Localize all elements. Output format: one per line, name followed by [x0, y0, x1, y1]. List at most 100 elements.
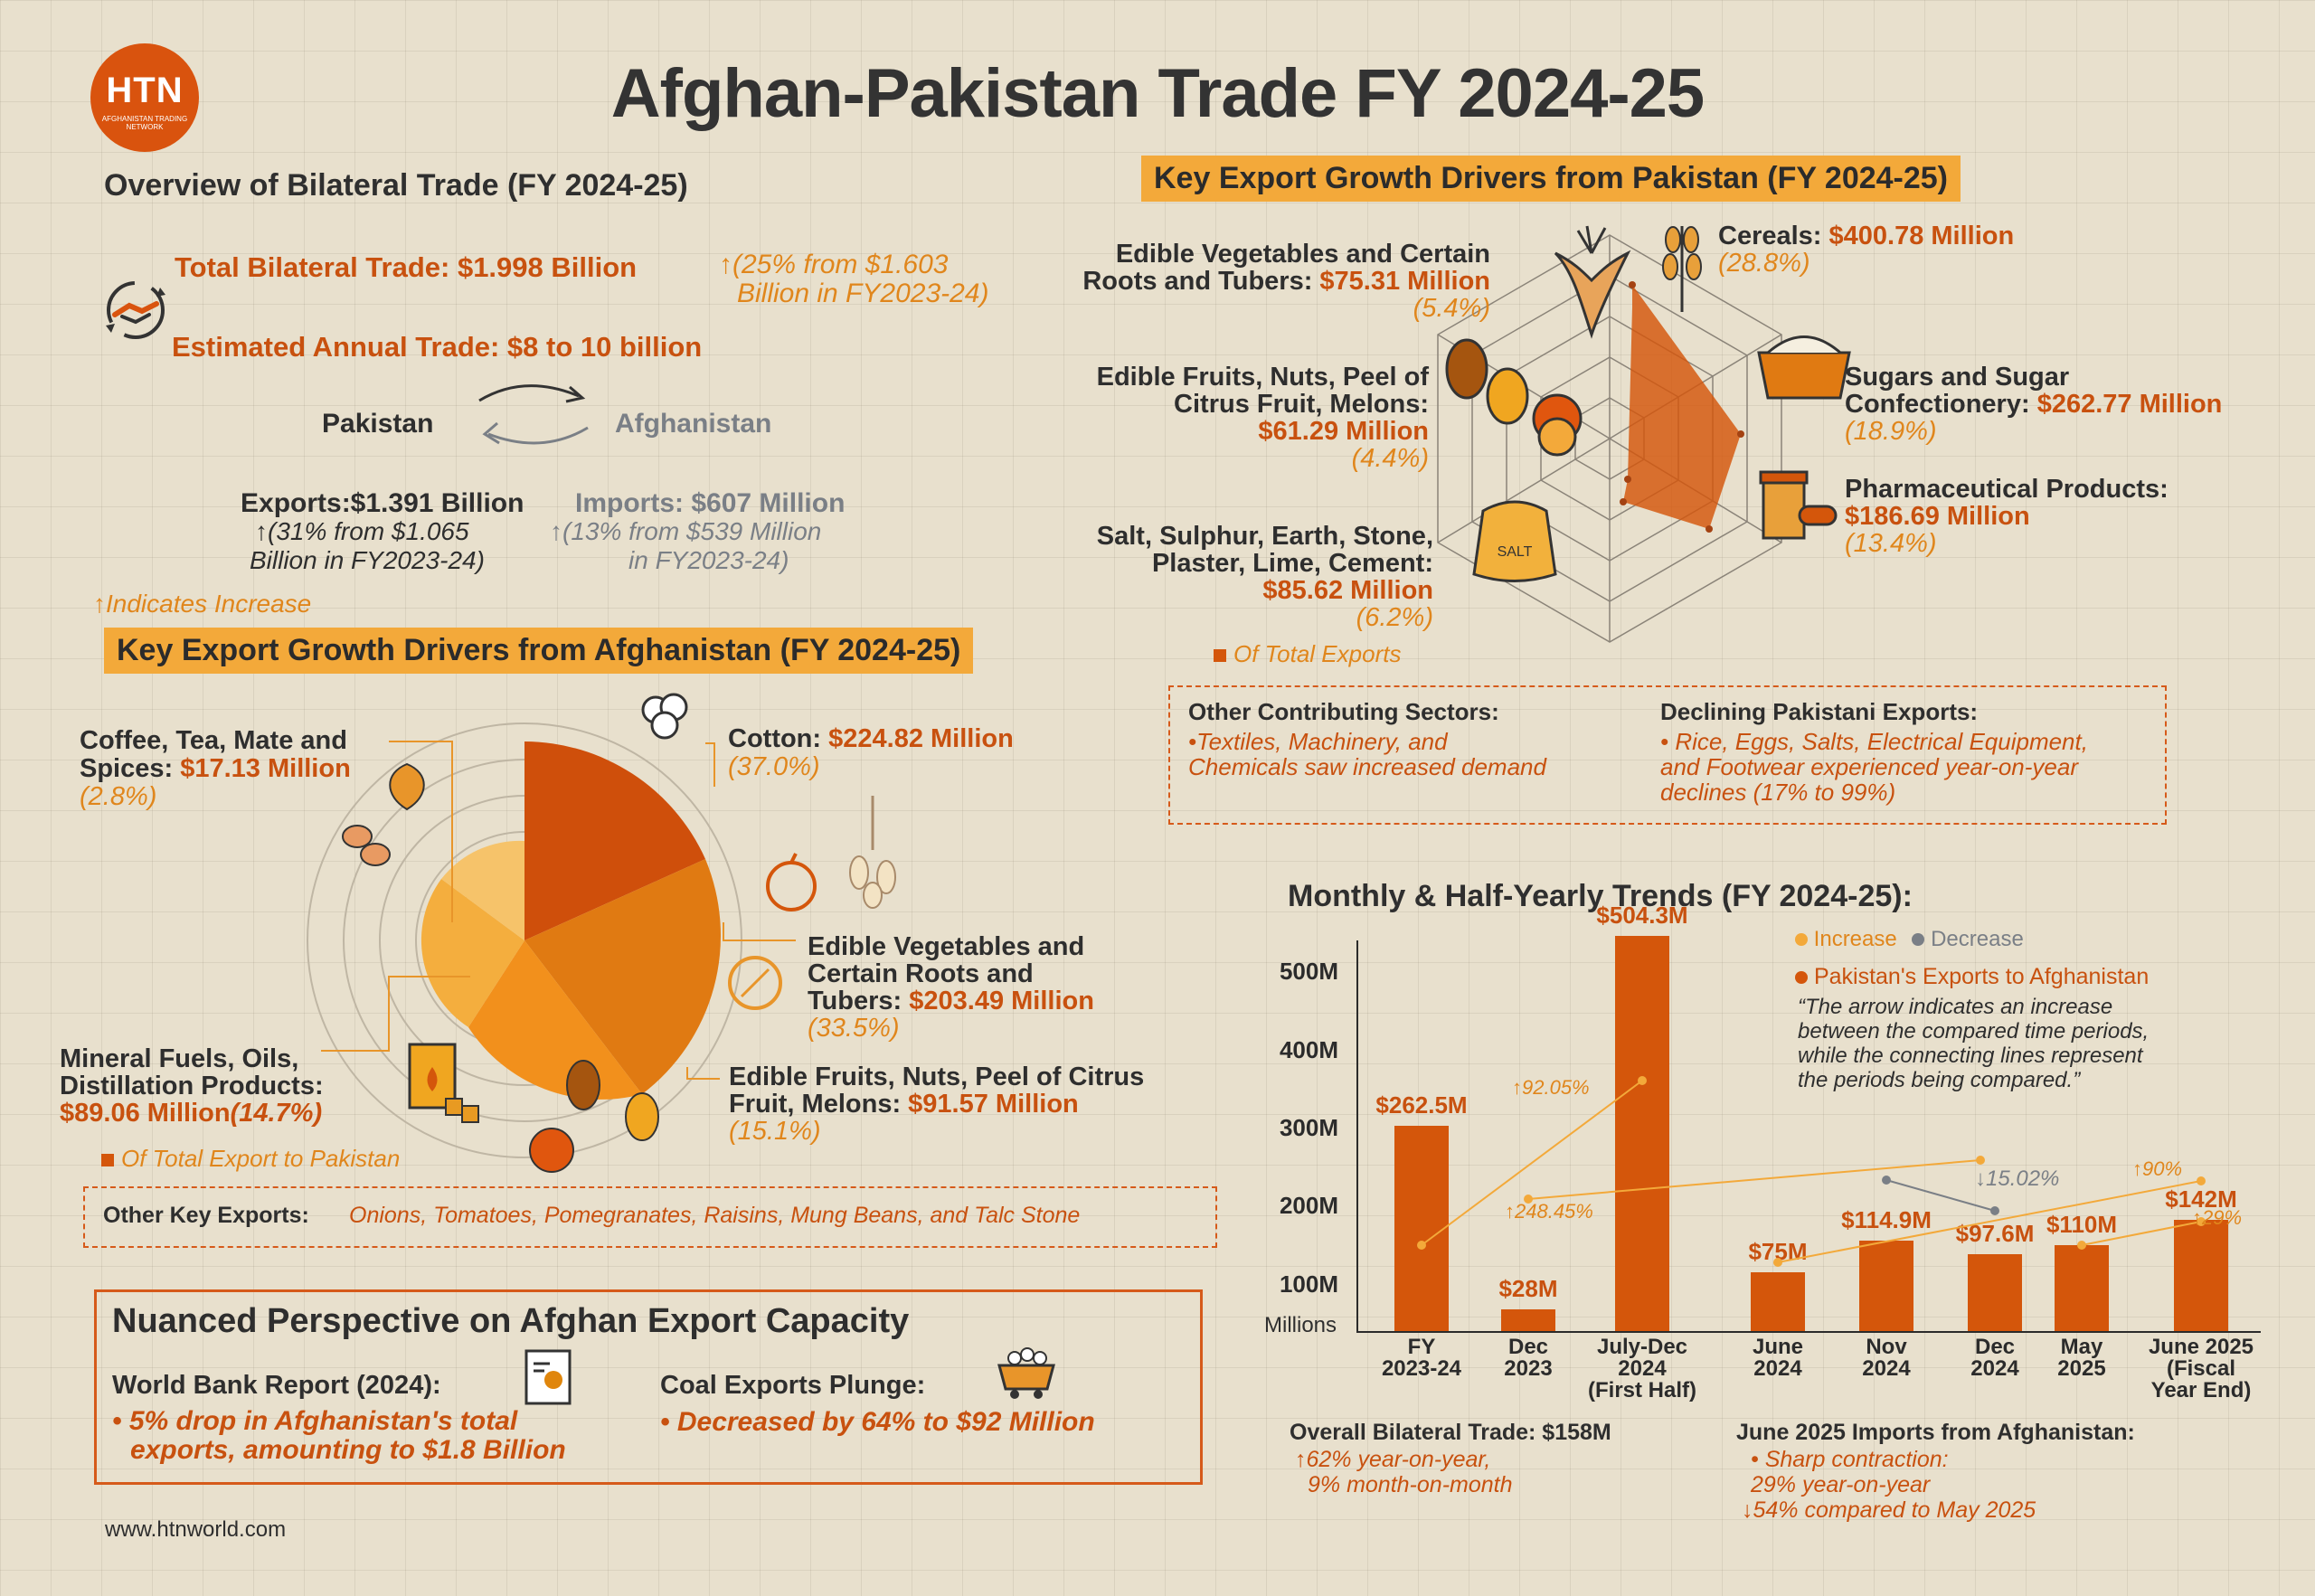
- bar-value-label: $142M: [2165, 1185, 2237, 1214]
- world-bank-line2: exports, amounting to $1.8 Billion: [130, 1435, 566, 1465]
- afg-slice-fuels: [420, 879, 524, 1027]
- x-category-line: 2023: [1504, 1356, 1553, 1381]
- pak-salt-pct: (6.2%): [1356, 603, 1433, 632]
- coal-label: Coal Exports Plunge:: [660, 1371, 926, 1400]
- x-category-label: July-Dec 2024 (First Half): [1579, 1336, 1706, 1402]
- pak-item-salt: Salt, Sulphur, Earth, Stone, Plaster, Li…: [995, 523, 1433, 631]
- x-category-line: 2024: [1862, 1356, 1911, 1381]
- exports-change: ↑(31% from $1.065: [255, 517, 469, 546]
- pak-pharma-pct: (13.4%): [1845, 529, 1937, 558]
- fruits-nuts-icon: [1440, 333, 1593, 459]
- pak-sugars-line1: Sugars and Sugar: [1845, 363, 2070, 392]
- orange-icon: [524, 1121, 579, 1176]
- exports-change-line1: (31% from $1.065: [268, 517, 469, 545]
- decrease-label: Decrease: [1931, 927, 2024, 951]
- trend-bar: [2055, 1244, 2109, 1331]
- x-category-line: June 2025: [2148, 1335, 2254, 1359]
- salt-bag-icon: SALT: [1465, 488, 1564, 588]
- up-arrow: ↑: [719, 250, 732, 279]
- salt-text: SALT: [1498, 544, 1533, 560]
- pct-248-text: 248.45%: [1515, 1200, 1593, 1223]
- afg-polar-chart: [307, 722, 742, 1158]
- afg-other-items: Onions, Tomatoes, Pomegranates, Raisins,…: [349, 1203, 1081, 1228]
- estimated-trade: Estimated Annual Trade: $8 to 10 billion: [172, 331, 703, 363]
- down-arrow: ↓: [1742, 1497, 1753, 1523]
- imports-change-line2: in FY2023-24): [628, 546, 789, 574]
- trend-legend-series: Pakistan's Exports to Afghanistan: [1795, 964, 2149, 990]
- pak-exports-heading: Key Export Growth Drivers from Pakistan …: [1141, 156, 1961, 202]
- pak-item-pharma: Pharmaceutical Products: $186.69 Million…: [1845, 476, 2169, 557]
- declining-heading: Declining Pakistani Exports:: [1660, 698, 1979, 725]
- afg-fruit-line2: Fruit, Melons:: [729, 1090, 909, 1119]
- afg-legend: Of Total Export to Pakistan: [101, 1145, 400, 1173]
- up-arrow: ↑: [1295, 1447, 1307, 1472]
- pak-item-vegetables: Edible Vegetables and Certain Roots and …: [995, 241, 1490, 322]
- x-category-line: 2024: [1753, 1356, 1802, 1381]
- x-category-line: (First Half): [1588, 1378, 1696, 1402]
- other-sectors-line2: Chemicals saw increased demand: [1188, 753, 1546, 780]
- exports-label: Exports:$1.391 Billion: [241, 488, 524, 518]
- afg-item-coffee: Coffee, Tea, Mate and Spices: $17.13 Mil…: [80, 727, 351, 811]
- logo-text: HTN: [106, 71, 184, 110]
- sugar-bowl-icon: [1754, 321, 1854, 402]
- total-trade-change: ↑(25% from $1.603: [719, 250, 948, 280]
- afg-fruit-value: $91.57 Million: [908, 1090, 1079, 1119]
- x-category-line: Year End): [2150, 1378, 2252, 1402]
- up-arrow: ↑: [550, 517, 562, 545]
- imports-change: ↑(13% from $539 Million: [550, 517, 821, 546]
- june-line2: 29% year-on-year: [1751, 1472, 1931, 1497]
- afg-other-box: [83, 1186, 1217, 1248]
- trend-bar: [1615, 936, 1669, 1331]
- decrease-dot: [1912, 933, 1925, 946]
- pak-sugars-value: $262.77 Million: [2036, 390, 2223, 419]
- pak-cereals-pct: (28.8%): [1718, 249, 1810, 278]
- series-label: Pakistan's Exports to Afghanistan: [1813, 964, 2150, 989]
- june-line3: 54% compared to May 2025: [1753, 1497, 2036, 1523]
- afg-veg-line1: Edible Vegetables and: [808, 932, 1085, 961]
- total-change-line1: (25% from $1.603: [732, 250, 949, 279]
- pct-29-text: 29%: [2202, 1206, 2243, 1229]
- pak-salt-value: $85.62 Million: [1262, 576, 1433, 605]
- root-vegetable-icon: [832, 787, 913, 913]
- pak-salt-line1: Salt, Sulphur, Earth, Stone,: [1096, 522, 1433, 551]
- x-category-line: May: [2060, 1335, 2103, 1359]
- y-tick-200: 200M: [1279, 1192, 1338, 1219]
- x-category-line: Nov: [1866, 1335, 1907, 1359]
- x-category-label: FY 2023-24: [1358, 1336, 1485, 1380]
- quote-line1: “The arrow indicates an increase: [1798, 995, 2113, 1019]
- total-change-line2: Billion in FY2023-24): [737, 279, 989, 308]
- bar-value-label: $262.5M: [1375, 1091, 1468, 1119]
- trend-bar: [1859, 1241, 1913, 1331]
- up-arrow: ↑: [93, 590, 106, 618]
- overall-line1: 62% year-on-year,: [1306, 1447, 1491, 1472]
- world-bank-line1: • 5% drop in Afghanistan's total: [112, 1406, 518, 1436]
- down-arrow: ↓: [1975, 1166, 1986, 1191]
- pak-radar-shape: [1623, 285, 1741, 529]
- pak-veg-pct: (5.4%): [1413, 294, 1490, 323]
- series-dot: [1795, 971, 1808, 984]
- bar-value-label: $110M: [2046, 1210, 2118, 1238]
- pak-salt-line2: Plaster, Lime, Cement:: [1151, 549, 1433, 578]
- afg-slice-coffee: [441, 840, 524, 940]
- x-category-label: Nov 2024: [1823, 1336, 1950, 1380]
- x-category-line: 2024: [1618, 1356, 1667, 1381]
- y-axis-line: [1356, 940, 1358, 1333]
- x-category-line: (Fiscal: [2166, 1356, 2236, 1381]
- june-line1: • Sharp contraction:: [1751, 1447, 1949, 1472]
- afg-veg-value: $203.49 Million: [909, 987, 1094, 1015]
- afg-slice-cotton: [524, 741, 705, 940]
- spices-icon: [335, 814, 398, 877]
- trends-heading: Monthly & Half-Yearly Trends (FY 2024-25…: [1288, 879, 1913, 913]
- afg-coffee-value: $17.13 Million: [180, 754, 351, 783]
- afg-leader-lines: [321, 741, 796, 1080]
- trend-quote: “The arrow indicates an increase between…: [1798, 995, 2149, 1092]
- afg-cotton-label: Cotton:: [728, 724, 829, 753]
- afg-slice-vegetables: [524, 859, 721, 1094]
- x-category-line: 2024: [1970, 1356, 2019, 1381]
- afg-veg-line2: Certain Roots and: [808, 959, 1034, 988]
- bar-value-label: $504.3M: [1596, 902, 1688, 930]
- pak-legend-text: Of Total Exports: [1233, 640, 1402, 667]
- increase-label: Increase: [1813, 927, 1897, 951]
- increase-dot: [1795, 933, 1808, 946]
